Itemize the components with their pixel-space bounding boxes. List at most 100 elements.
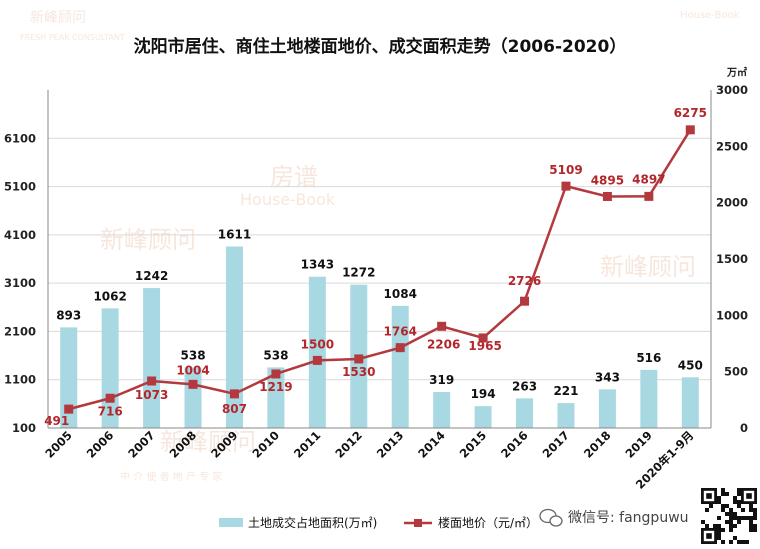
line-marker (520, 296, 530, 306)
bar (60, 327, 78, 428)
category-label: 2016 (498, 428, 531, 461)
line-value-label: 1764 (384, 325, 417, 339)
qr-module (741, 508, 745, 512)
line-value-label: 1530 (342, 365, 375, 379)
bar-value-label: 450 (678, 358, 703, 372)
qr-module (733, 524, 737, 528)
qr-finder-core (706, 533, 712, 539)
right-tick-label: 0 (740, 421, 748, 435)
line-value-label: 2726 (508, 274, 541, 288)
bar-value-label: 1062 (93, 289, 126, 303)
line-marker (147, 376, 157, 386)
bar-value-label: 1242 (135, 269, 168, 283)
qr-module (717, 524, 721, 528)
bar (557, 403, 575, 428)
bar (225, 246, 243, 428)
line-marker (354, 354, 364, 364)
right-tick-label: 1500 (716, 252, 748, 266)
line-value-label: 807 (222, 402, 247, 416)
legend-line-label: 楼面地价（元/㎡） (438, 515, 538, 530)
category-label: 2006 (84, 428, 117, 461)
qr-module (741, 516, 745, 520)
line-marker (478, 333, 488, 343)
qr-module (753, 516, 757, 520)
qr-module (721, 488, 725, 492)
qr-module (721, 528, 725, 532)
qr-module (717, 532, 721, 536)
category-label: 2015 (457, 428, 490, 461)
qr-module (745, 540, 749, 544)
bar-value-label: 194 (471, 387, 496, 401)
qr-module (717, 536, 721, 540)
bar-value-label: 221 (553, 384, 578, 398)
qr-module (737, 516, 741, 520)
qr-module (749, 524, 753, 528)
qr-module (753, 508, 757, 512)
qr-module (713, 524, 717, 528)
qr-module (729, 512, 733, 516)
qr-module (717, 516, 721, 520)
qr-module (729, 520, 733, 524)
line-value-label: 1219 (259, 380, 292, 394)
qr-module (737, 492, 741, 496)
qr-module (737, 500, 741, 504)
line-value-label: 4895 (591, 173, 624, 187)
right-tick-label: 1000 (716, 308, 748, 322)
bar-value-label: 893 (56, 308, 81, 322)
bar (598, 389, 616, 428)
left-tick-label: 2100 (4, 324, 36, 338)
qr-module (749, 520, 753, 524)
bar-value-label: 1272 (342, 266, 375, 280)
bar (516, 398, 534, 428)
left-axis-ticks: 100 1100 2100 3100 4100 5100 6100 (4, 131, 36, 435)
bar-value-label: 319 (429, 373, 454, 387)
right-axis-ticks: 0 500 1000 1500 2000 2500 3000 (716, 83, 748, 435)
line-path (68, 129, 692, 411)
qr-module (717, 496, 721, 500)
qr-module (721, 508, 725, 512)
wechat-id: 微信号: fangpuwu (539, 508, 689, 527)
watermark-house-book: House-Book (680, 10, 740, 21)
qr-module (717, 500, 721, 504)
legend: 土地成交占地面积(万㎡) 楼面地价（元/㎡） (219, 515, 538, 530)
line-value-label: 1073 (135, 388, 168, 402)
qr-module (749, 516, 753, 520)
qr-module (725, 504, 729, 508)
qr-module (737, 540, 741, 544)
qr-module (737, 504, 741, 508)
line-value-label: 6275 (674, 106, 707, 120)
bar (308, 276, 326, 428)
right-tick-label: 2500 (716, 139, 748, 153)
left-tick-label: 6100 (4, 131, 36, 145)
qr-code-icon (699, 486, 759, 546)
line-marker (644, 191, 654, 201)
qr-module (733, 516, 737, 520)
qr-module (753, 512, 757, 516)
qr-finder-core (706, 493, 712, 499)
right-tick-label: 500 (724, 365, 748, 379)
line-marker (64, 404, 74, 414)
category-label: 2011 (291, 428, 324, 461)
bar (143, 288, 161, 428)
bar-series (60, 246, 699, 428)
watermark-brand-3: 新峰顾问 (600, 253, 696, 281)
qr-module (721, 504, 725, 508)
left-tick-label: 100 (12, 421, 36, 435)
bar-value-label: 538 (181, 348, 206, 362)
bar-value-label: 1084 (384, 287, 417, 301)
category-label: 2019 (622, 428, 655, 461)
left-tick-label: 5100 (4, 180, 36, 194)
wechat-label: 微信号: fangpuwu (568, 510, 689, 526)
line-marker (105, 393, 115, 403)
line-value-label: 1500 (301, 337, 334, 351)
qr-finder-core (746, 493, 752, 499)
qr-module (729, 508, 733, 512)
watermark-brand: 新峰顾问 (30, 10, 86, 26)
qr-module (745, 516, 749, 520)
qr-module (729, 540, 733, 544)
bar-labels: 893 1062 1242 538 1611 538 1343 1272 1084 319 194 2… (56, 227, 703, 401)
bar (267, 367, 285, 428)
bar-value-label: 516 (636, 351, 661, 365)
qr-module (749, 508, 753, 512)
qr-module (733, 496, 737, 500)
